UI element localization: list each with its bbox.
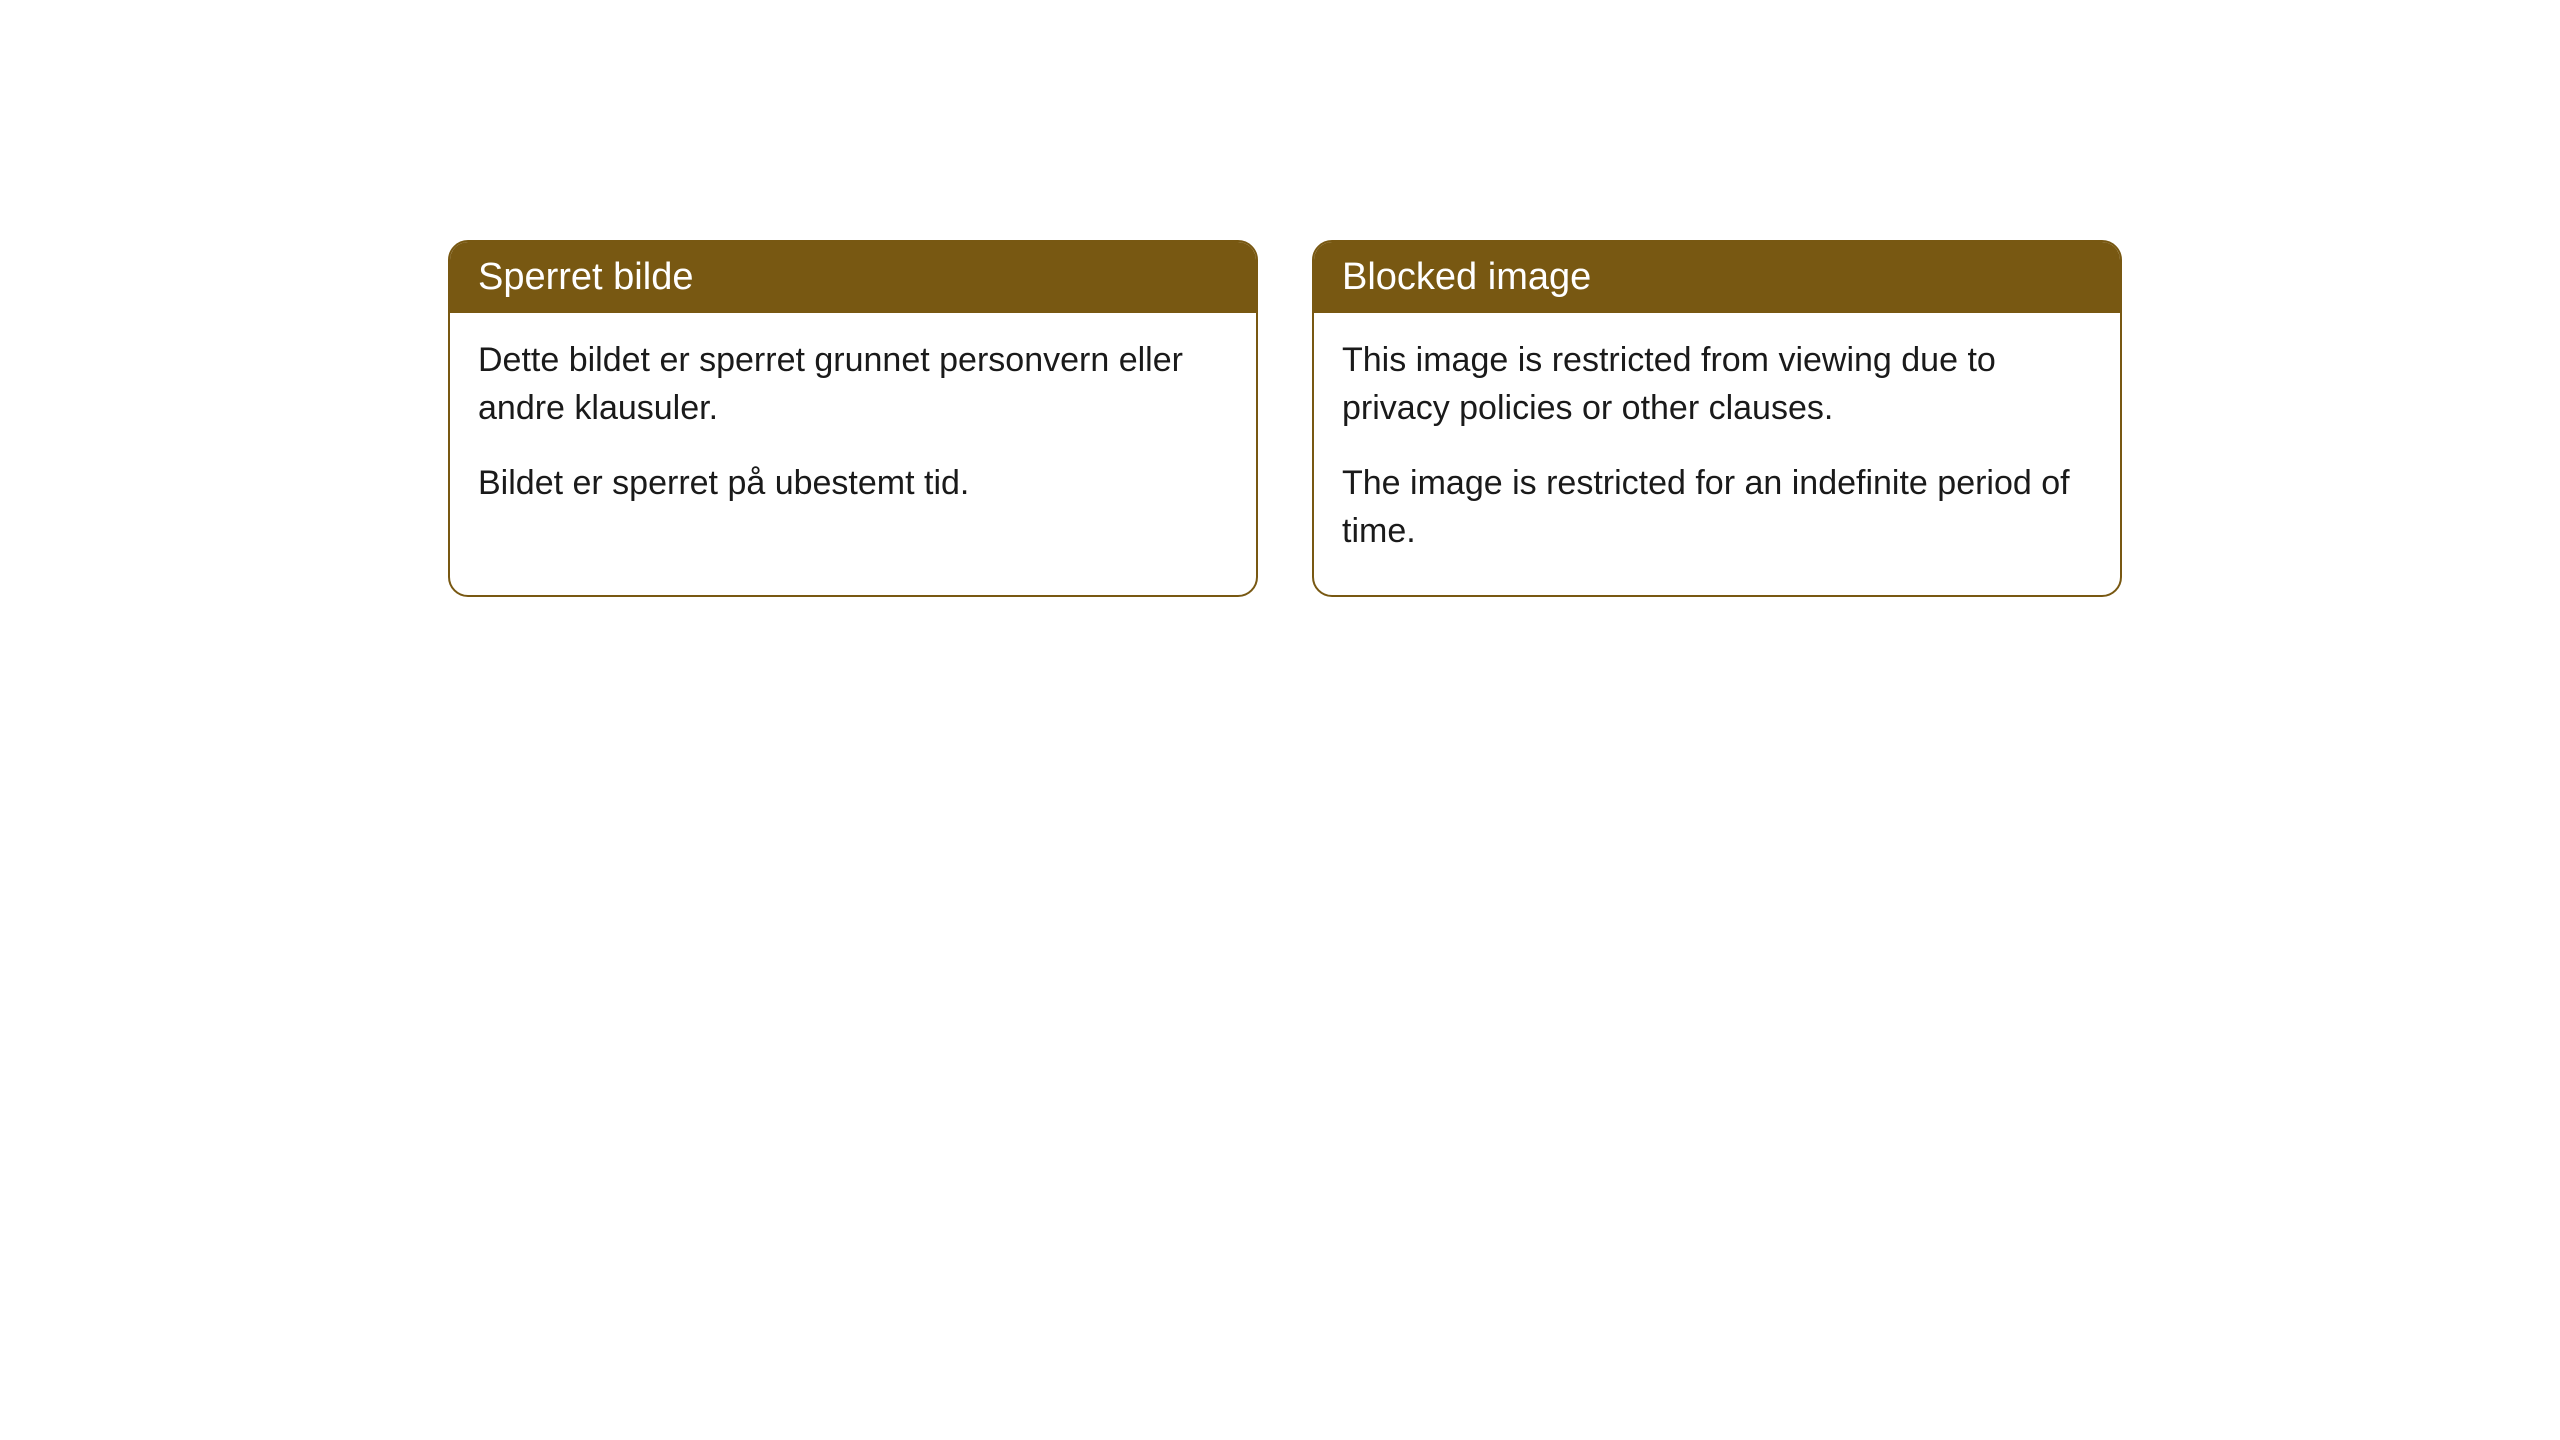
- blocked-image-card-norwegian: Sperret bilde Dette bildet er sperret gr…: [448, 240, 1258, 597]
- card-paragraph: The image is restricted for an indefinit…: [1342, 460, 2092, 555]
- card-header: Blocked image: [1314, 242, 2120, 313]
- notice-cards-container: Sperret bilde Dette bildet er sperret gr…: [448, 240, 2122, 597]
- blocked-image-card-english: Blocked image This image is restricted f…: [1312, 240, 2122, 597]
- card-title: Blocked image: [1342, 256, 1591, 298]
- card-paragraph: Bildet er sperret på ubestemt tid.: [478, 460, 1228, 508]
- card-title: Sperret bilde: [478, 256, 693, 298]
- card-header: Sperret bilde: [450, 242, 1256, 313]
- card-paragraph: This image is restricted from viewing du…: [1342, 337, 2092, 432]
- card-paragraph: Dette bildet er sperret grunnet personve…: [478, 337, 1228, 432]
- card-body: This image is restricted from viewing du…: [1314, 313, 2120, 595]
- card-body: Dette bildet er sperret grunnet personve…: [450, 313, 1256, 548]
